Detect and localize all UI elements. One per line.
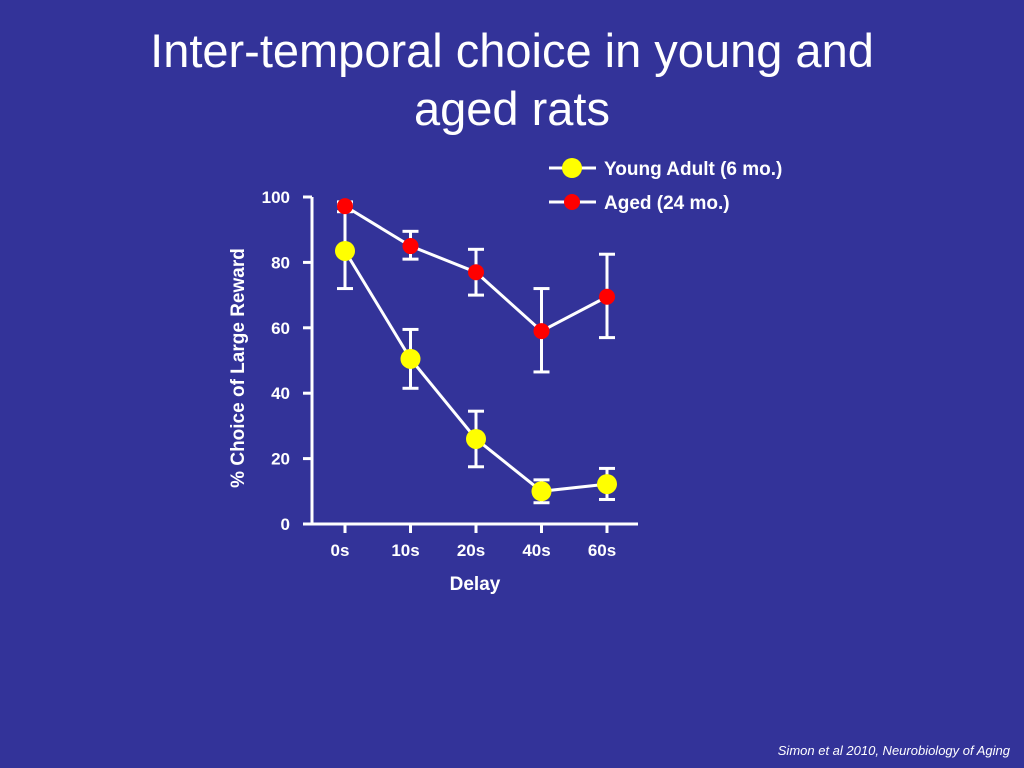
y-tick-label: 40 (271, 384, 290, 403)
data-point-aged (468, 264, 484, 281)
citation: Simon et al 2010, Neurobiology of Aging (777, 743, 1010, 758)
x-tick-label: 60s (588, 541, 616, 560)
data-point-aged (599, 288, 615, 305)
legend-item-young: Young Adult (6 mo.) (549, 158, 782, 180)
data-point-young (400, 348, 421, 369)
slide-title: Inter-temporal choice in young and aged … (0, 22, 1024, 138)
x-tick-label: 0s (331, 541, 350, 560)
data-point-young (597, 474, 617, 495)
x-tick-label: 40s (522, 541, 550, 560)
legend-marker (562, 158, 582, 178)
y-tick-label: 60 (271, 319, 290, 338)
x-axis-label: Delay (450, 574, 501, 595)
legend-label: Young Adult (6 mo.) (604, 159, 782, 180)
data-point-young (531, 481, 552, 502)
y-tick-label: 80 (271, 253, 290, 272)
x-tick-label: 20s (457, 541, 485, 560)
data-point-young (466, 428, 486, 449)
data-point-aged (337, 198, 353, 215)
y-tick-label: 100 (262, 188, 290, 207)
legend-item-aged: Aged (24 mo.) (549, 193, 730, 214)
y-axis-label: % Choice of Large Reward (228, 248, 249, 488)
slide-title-line-1: Inter-temporal choice in young and (150, 24, 874, 77)
data-point-aged (533, 323, 550, 340)
y-tick-label: 20 (271, 450, 290, 469)
legend-marker (564, 194, 580, 210)
x-tick-label: 10s (391, 541, 419, 560)
data-point-aged (402, 238, 419, 255)
y-tick-label: 0 (281, 515, 290, 534)
legend-label: Aged (24 mo.) (604, 193, 730, 214)
slide-title-line-2: aged rats (414, 82, 610, 135)
data-point-young (335, 240, 355, 261)
